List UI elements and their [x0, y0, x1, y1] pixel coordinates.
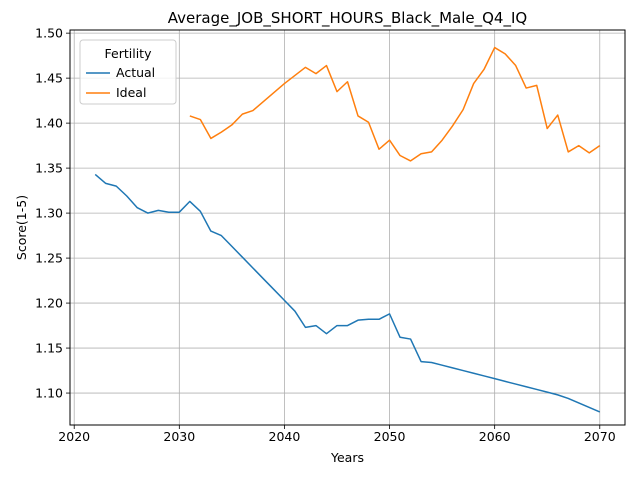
y-tick-label: 1.15: [35, 341, 63, 356]
legend-title: Fertility: [105, 46, 153, 61]
x-tick-label: 2020: [58, 429, 90, 444]
x-tick-label: 2040: [269, 429, 301, 444]
y-axis-label: Score(1-5): [14, 195, 29, 260]
y-tick-label: 1.20: [35, 296, 63, 311]
x-tick-label: 2060: [479, 429, 511, 444]
y-tick-label: 1.45: [35, 71, 63, 86]
y-tick-label: 1.40: [35, 116, 63, 131]
series-line-ideal: [189, 46, 601, 162]
legend-box: [79, 39, 177, 105]
legend-label-ideal: Ideal: [116, 85, 146, 100]
gridlines: [70, 30, 625, 425]
y-tick-label: 1.10: [35, 386, 63, 401]
legend: Fertility Actual Ideal: [79, 39, 177, 105]
legend-label-actual: Actual: [116, 65, 155, 80]
plot-frame: [69, 29, 626, 426]
series-line-actual: [94, 173, 601, 413]
y-tick-label: 1.25: [35, 251, 63, 266]
x-tick-label: 2050: [374, 429, 406, 444]
y-axis: 1.10 1.15 1.20 1.25 1.30 1.35 1.40 1.45 1.50: [35, 26, 70, 401]
y-tick-label: 1.30: [35, 206, 63, 221]
legend-items: Actual Ideal: [86, 65, 155, 100]
x-tick-label: 2070: [584, 429, 616, 444]
x-axis: 2020 2030 2040 2050 2060 2070: [58, 425, 616, 444]
y-tick-label: 1.35: [35, 161, 63, 176]
x-tick-label: 2030: [163, 429, 195, 444]
x-axis-label: Years: [330, 450, 364, 465]
series-layer: [94, 46, 601, 413]
y-tick-label: 1.50: [35, 26, 63, 41]
chart-title: Average_JOB_SHORT_HOURS_Black_Male_Q4_IQ: [168, 9, 527, 28]
